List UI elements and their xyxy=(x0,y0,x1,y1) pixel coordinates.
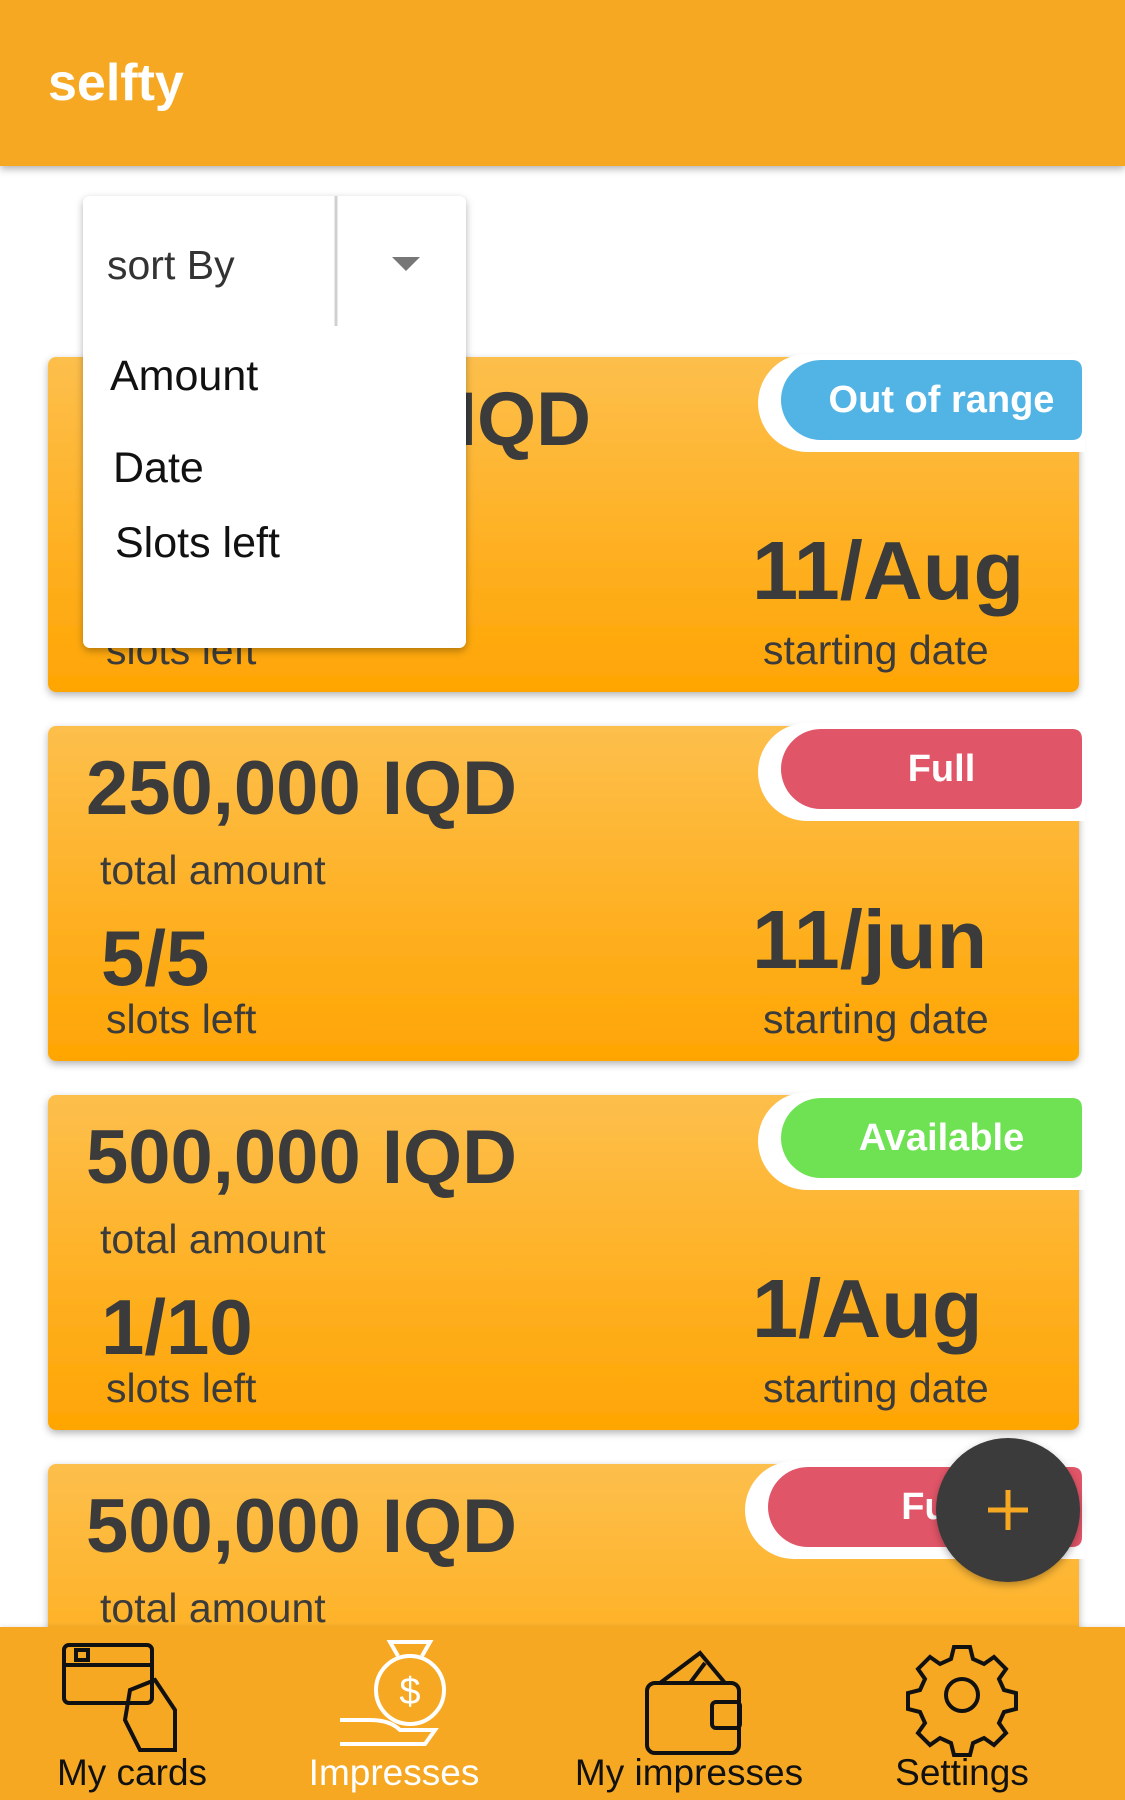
dropdown-panel xyxy=(83,196,466,648)
date-label: starting date xyxy=(763,627,989,673)
bottom-nav: $ My cards Impresses My impresses Settings xyxy=(0,1627,1125,1800)
app-bar xyxy=(0,0,1125,166)
amount: 250,000 IQD xyxy=(86,746,517,831)
sort-option[interactable]: Date xyxy=(113,444,204,492)
amount-label: total amount xyxy=(100,1216,326,1262)
slots: 1/10 xyxy=(101,1283,253,1371)
nav-label[interactable]: My impresses xyxy=(575,1752,803,1793)
nav-label[interactable]: Impresses xyxy=(309,1752,480,1793)
status-pill xyxy=(781,1098,1082,1178)
svg-text:$: $ xyxy=(399,1671,420,1713)
status-label: Out of range xyxy=(829,379,1055,421)
date-label: starting date xyxy=(763,996,989,1042)
date: 11/Aug xyxy=(752,524,1024,617)
date: 11/jun xyxy=(752,893,987,986)
status-pill xyxy=(781,729,1082,809)
icon-settings[interactable] xyxy=(906,1645,1018,1757)
slots: 5/5 xyxy=(101,914,209,1002)
amount-label: total amount xyxy=(100,847,326,893)
icon-cards[interactable] xyxy=(62,1643,177,1752)
status-label: Full xyxy=(908,748,976,790)
fab[interactable] xyxy=(936,1438,1080,1582)
nav-label[interactable]: My cards xyxy=(57,1752,207,1793)
slots-label: slots left xyxy=(106,1365,257,1411)
sort-option[interactable]: Slots left xyxy=(115,519,280,567)
sort-dropdown[interactable]: sort By Amount Date Slots left xyxy=(83,196,466,648)
icon-impresses[interactable]: $ xyxy=(340,1640,446,1746)
nav-bar xyxy=(0,1627,1125,1800)
card[interactable]: Available 500,000 IQD total amount 1/10slot… xyxy=(48,1092,1085,1430)
dropdown-arrow[interactable] xyxy=(392,257,420,271)
status-pill xyxy=(781,360,1082,440)
fab-plus xyxy=(988,1490,1028,1530)
sort-option[interactable]: Amount xyxy=(110,352,258,400)
amount-label: total amount xyxy=(100,1585,326,1631)
sort-label[interactable]: sort By xyxy=(107,242,235,288)
amount: IQD xyxy=(456,377,591,462)
app-title: selfty xyxy=(48,54,184,112)
slots-label: slots left xyxy=(106,996,257,1042)
amount: 500,000 IQD xyxy=(86,1115,517,1200)
amount: 500,000 IQD xyxy=(86,1484,517,1569)
date-label: starting date xyxy=(763,1365,989,1411)
date: 1/Aug xyxy=(752,1262,983,1355)
status-label: Available xyxy=(859,1117,1024,1159)
icon-my-impresses[interactable] xyxy=(645,1650,742,1755)
nav-label[interactable]: Settings xyxy=(895,1752,1029,1793)
